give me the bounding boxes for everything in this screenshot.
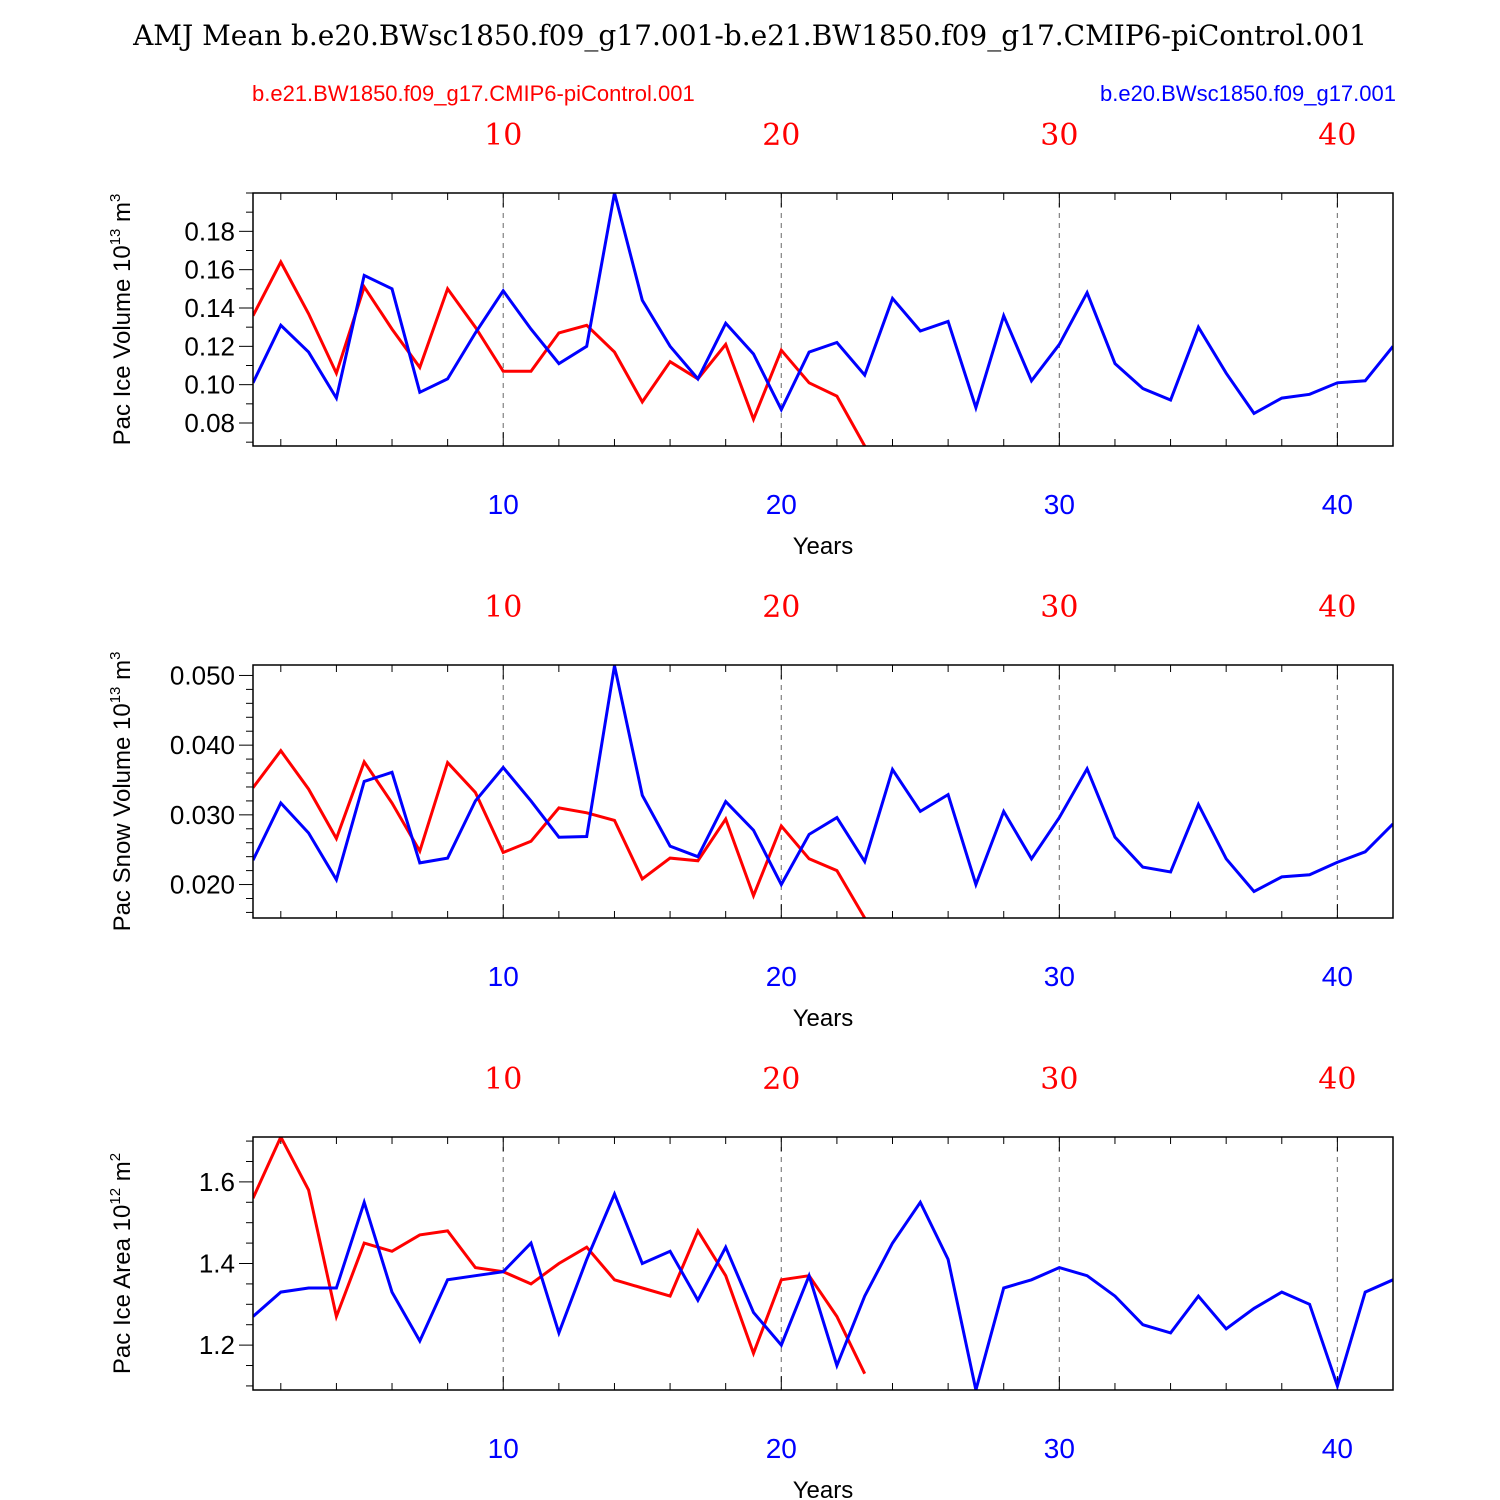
y-tick-label: 1.2 xyxy=(199,1330,235,1360)
chart-panel-2: 0.020 0.030 0.040 0.050 10 20 30 40 10 20 30 40 Year… xyxy=(107,590,1394,1032)
x-tick-label-bottom: 20 xyxy=(766,961,797,992)
y-axis-label: Pac Ice Area 1012 m2 xyxy=(107,1153,136,1374)
x-tick-label-top: 20 xyxy=(762,1062,800,1097)
x-tick-label-bottom: 30 xyxy=(1044,489,1075,520)
x-tick-label-top: 40 xyxy=(1318,118,1356,153)
y-axis-label-unit: m xyxy=(109,1161,136,1188)
x-tick-label-bottom: 30 xyxy=(1044,1433,1075,1464)
panels: 0.08 0.10 0.12 0.14 0.16 0.18 10 20 30 40 10 20 30 40… xyxy=(107,118,1394,1500)
y-axis-label-text: Pac Ice Area 10 xyxy=(109,1205,136,1374)
figure-title: AMJ Mean b.e20.BWsc1850.f09_g17.001-b.e2… xyxy=(132,19,1367,52)
x-tick-label-top: 30 xyxy=(1040,1062,1078,1097)
y-axis-label-exp: 12 xyxy=(107,1188,124,1205)
chart-panel-3: 1.2 1.4 1.6 10 20 30 40 10 20 30 40 Years Pac Ice Ar… xyxy=(107,1062,1394,1500)
x-tick-label-top: 20 xyxy=(762,118,800,153)
x-tick-label-bottom: 10 xyxy=(488,489,519,520)
x-tick-label-top: 30 xyxy=(1040,590,1078,625)
series-line-bwsc1850 xyxy=(253,665,1393,894)
x-tick-label-top: 10 xyxy=(484,590,522,625)
x-tick-label-bottom: 40 xyxy=(1322,489,1353,520)
series-line-bwsc1850 xyxy=(253,1190,1393,1390)
y-axis-label: Pac Snow Volume 1013 m3 xyxy=(107,652,136,932)
legend-blue-case: b.e20.BWsc1850.f09_g17.001 xyxy=(1100,81,1396,106)
y-axis-label-text: Pac Snow Volume 10 xyxy=(109,703,136,931)
y-axis-label: Pac Ice Volume 1013 m3 xyxy=(107,194,136,446)
x-tick-label-top: 40 xyxy=(1318,1062,1356,1097)
x-axis-label: Years xyxy=(793,533,854,560)
x-tick-label-top: 10 xyxy=(484,1062,522,1097)
y-axis-label-text: Pac Ice Volume 10 xyxy=(109,245,136,445)
x-tick-label-top: 10 xyxy=(484,118,522,153)
series-line-bwsc1850 xyxy=(253,193,1393,416)
x-tick-label-bottom: 20 xyxy=(766,489,797,520)
y-axis-label-unit-exp: 3 xyxy=(107,652,124,660)
y-tick-label: 0.050 xyxy=(170,660,235,690)
plot-frame xyxy=(252,192,1394,447)
y-tick-label: 0.14 xyxy=(184,293,235,323)
y-tick-label: 0.020 xyxy=(170,870,235,900)
y-tick-label: 0.16 xyxy=(184,255,235,285)
y-tick-label: 0.18 xyxy=(184,216,235,246)
x-tick-label-bottom: 30 xyxy=(1044,961,1075,992)
x-axis-label: Years xyxy=(793,1005,854,1032)
x-tick-label-bottom: 40 xyxy=(1322,1433,1353,1464)
y-axis-label-exp: 13 xyxy=(107,687,124,704)
plot-frame xyxy=(252,1136,1394,1391)
y-tick-label: 1.6 xyxy=(199,1167,235,1197)
series-line-picontrol xyxy=(253,748,866,918)
series-line-picontrol xyxy=(253,258,867,446)
legend-red-case: b.e21.BW1850.f09_g17.CMIP6-piControl.001 xyxy=(252,81,695,106)
y-axis-label-unit-exp: 3 xyxy=(107,194,124,202)
x-axis-label: Years xyxy=(793,1477,854,1500)
y-axis-label-unit-exp: 2 xyxy=(107,1153,124,1161)
y-tick-label: 0.040 xyxy=(170,730,235,760)
series-line-picontrol xyxy=(253,1137,867,1375)
x-tick-label-top: 20 xyxy=(762,590,800,625)
y-tick-label: 0.08 xyxy=(184,408,235,438)
y-axis-label-exp: 13 xyxy=(107,229,124,246)
x-tick-label-bottom: 40 xyxy=(1322,961,1353,992)
y-axis-label-unit: m xyxy=(109,202,136,229)
y-axis-label-unit: m xyxy=(109,660,136,687)
plot-frame xyxy=(252,664,1394,919)
x-tick-label-top: 40 xyxy=(1318,590,1356,625)
chart-panel-1: 0.08 0.10 0.12 0.14 0.16 0.18 10 20 30 40 10 20 30 40… xyxy=(107,118,1394,560)
x-tick-label-top: 30 xyxy=(1040,118,1078,153)
y-tick-label: 1.4 xyxy=(199,1249,235,1279)
x-tick-label-bottom: 20 xyxy=(766,1433,797,1464)
x-tick-label-bottom: 10 xyxy=(488,1433,519,1464)
y-tick-label: 0.030 xyxy=(170,800,235,830)
y-tick-label: 0.12 xyxy=(184,331,235,361)
y-tick-label: 0.10 xyxy=(184,370,235,400)
x-tick-label-bottom: 10 xyxy=(488,961,519,992)
